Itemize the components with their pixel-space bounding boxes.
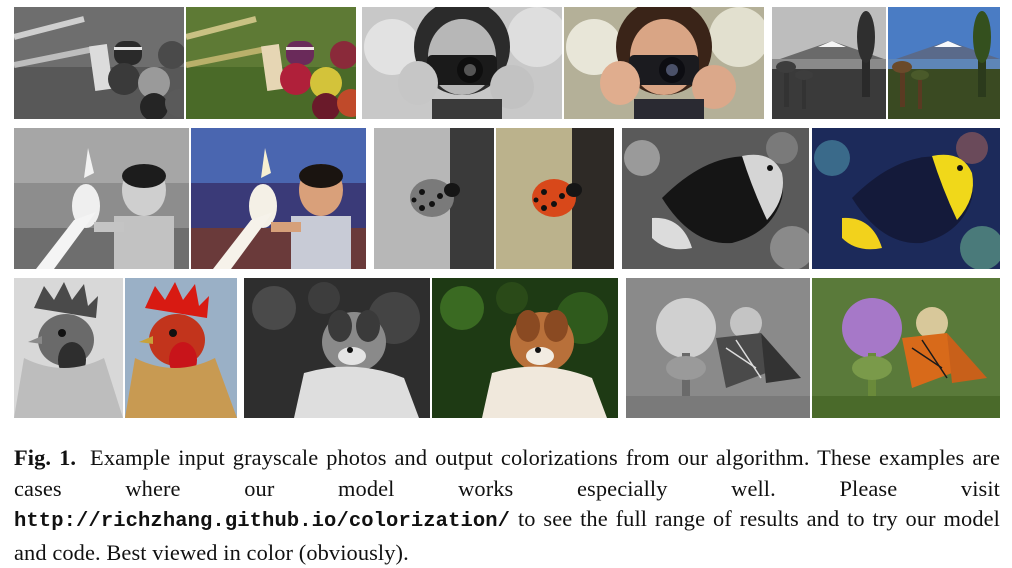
rooster-gray-image <box>14 278 123 418</box>
volcano-color-image <box>888 7 1000 119</box>
ladybug-color-image <box>496 128 614 269</box>
volcano-gray-image <box>772 7 886 119</box>
project-url-link[interactable]: http://richzhang.github.io/colorization/ <box>14 510 511 533</box>
dog-color-image <box>432 278 618 418</box>
figure-caption: Fig. 1. Example input grayscale photos a… <box>14 443 1000 568</box>
ladybug-gray-image <box>374 128 494 269</box>
boy-cockatoo-gray-image <box>14 128 189 269</box>
caption-text-part1: Example input grayscale photos and outpu… <box>14 445 1000 501</box>
butterfly-color-image <box>812 278 1000 418</box>
caption-text-part2: to see the full range of results and to … <box>14 506 1001 565</box>
angelfish-color-image <box>812 128 1000 269</box>
butterfly-gray-image <box>626 278 810 418</box>
angelfish-gray-image <box>622 128 809 269</box>
rooster-color-image <box>125 278 237 418</box>
camera-girl-gray-image <box>362 7 562 119</box>
camera-girl-color-image <box>564 7 764 119</box>
croquet-color-image <box>186 7 356 119</box>
croquet-gray-image <box>14 7 184 119</box>
dog-gray-image <box>244 278 430 418</box>
photo-grid <box>14 7 1000 418</box>
boy-cockatoo-color-image <box>191 128 366 269</box>
figure-label: Fig. 1. <box>14 445 77 470</box>
